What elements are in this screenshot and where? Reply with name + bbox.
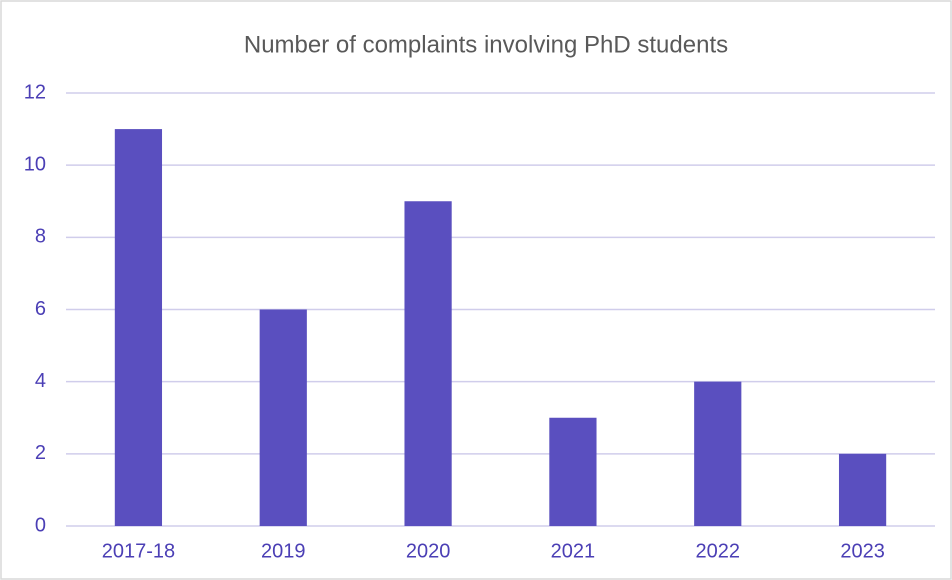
y-tick-label: 4 bbox=[35, 370, 46, 392]
y-tick-label: 6 bbox=[35, 298, 46, 320]
x-tick-label: 2019 bbox=[261, 540, 306, 562]
bar bbox=[549, 417, 597, 526]
x-tick-label: 2021 bbox=[551, 540, 596, 562]
y-tick-label: 0 bbox=[35, 514, 46, 536]
x-tick-label: 2020 bbox=[406, 540, 451, 562]
y-tick-label: 8 bbox=[35, 226, 46, 248]
x-tick-label: 2022 bbox=[696, 540, 741, 562]
bar bbox=[404, 201, 452, 526]
bar bbox=[114, 129, 163, 527]
y-tick-label: 2 bbox=[35, 442, 46, 464]
x-tick-label: 2017-18 bbox=[102, 540, 175, 562]
bar bbox=[259, 309, 307, 526]
bar bbox=[838, 453, 887, 526]
x-tick-label: 2023 bbox=[840, 540, 885, 562]
y-tick-label: 10 bbox=[24, 153, 46, 175]
bar bbox=[694, 381, 742, 526]
chart-title: Number of complaints involving PhD stude… bbox=[244, 31, 728, 58]
y-tick-label: 12 bbox=[24, 81, 46, 103]
